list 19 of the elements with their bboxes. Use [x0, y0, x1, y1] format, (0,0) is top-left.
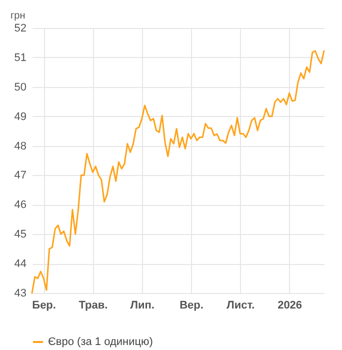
- y-tick-label: 50: [14, 81, 26, 94]
- y-tick-label: 48: [14, 140, 26, 152]
- x-tick-label: 2026: [278, 300, 302, 312]
- line-series: [31, 50, 325, 294]
- x-tick-label: Лист.: [226, 300, 255, 312]
- x-tick-label: Лип.: [130, 300, 154, 312]
- y-tick-label: 52: [14, 22, 26, 34]
- x-tick-label: Бер.: [32, 300, 56, 312]
- y-tick-label: 46: [14, 199, 26, 212]
- x-tick-label: Вер.: [180, 300, 204, 312]
- legend-label: Євро (за 1 одиницю): [48, 336, 153, 348]
- y-tick-label: 47: [14, 170, 26, 182]
- y-tick-label: 43: [14, 288, 26, 300]
- y-tick-label: 44: [14, 258, 26, 270]
- y-tick-label: 45: [14, 228, 26, 241]
- y-tick-label: 51: [14, 52, 26, 64]
- x-tick-label: Трав.: [78, 300, 108, 312]
- y-axis-title: грн: [10, 10, 26, 22]
- y-tick-label: 49: [14, 110, 26, 123]
